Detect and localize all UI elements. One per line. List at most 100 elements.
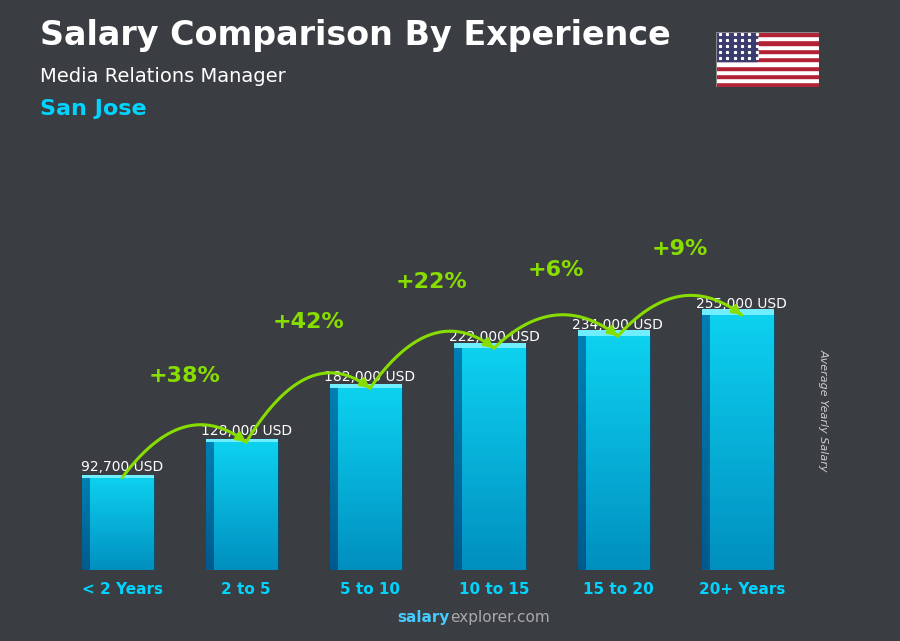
Bar — [214, 562, 278, 564]
Bar — [206, 483, 214, 485]
Bar — [90, 488, 155, 490]
Bar — [454, 489, 462, 493]
Bar — [338, 543, 402, 546]
Bar — [702, 340, 709, 345]
Bar — [709, 464, 774, 469]
Bar — [338, 562, 402, 565]
Bar — [578, 442, 586, 445]
Bar — [716, 32, 757, 62]
Bar — [454, 496, 462, 500]
Bar — [454, 374, 462, 378]
Bar — [586, 477, 650, 481]
Bar — [454, 433, 462, 437]
Bar — [454, 389, 462, 392]
Bar — [586, 543, 650, 547]
Bar — [338, 458, 402, 461]
Bar — [578, 465, 586, 469]
Bar — [702, 353, 709, 358]
Bar — [206, 558, 214, 560]
Bar — [709, 362, 774, 366]
Bar — [709, 383, 774, 387]
Text: Salary Comparison By Experience: Salary Comparison By Experience — [40, 19, 671, 52]
Bar — [90, 481, 155, 482]
Bar — [462, 470, 526, 474]
Bar — [82, 562, 90, 563]
Bar — [716, 37, 819, 40]
Bar — [578, 352, 586, 356]
Bar — [338, 565, 402, 567]
Bar — [702, 460, 709, 464]
Bar — [462, 448, 526, 452]
Bar — [90, 521, 155, 522]
Bar — [709, 456, 774, 460]
Bar — [578, 391, 586, 395]
Bar — [330, 510, 338, 513]
Bar — [586, 469, 650, 473]
Text: +22%: +22% — [396, 272, 468, 292]
Bar — [462, 526, 526, 529]
Bar — [716, 53, 819, 57]
Bar — [206, 545, 214, 547]
Bar — [702, 383, 709, 387]
Bar — [82, 540, 90, 541]
Bar — [702, 409, 709, 413]
Bar — [330, 401, 338, 403]
Bar — [462, 441, 526, 444]
Bar — [206, 447, 214, 449]
Bar — [214, 526, 278, 528]
Bar — [578, 535, 586, 539]
Bar — [454, 563, 462, 567]
Bar — [330, 446, 338, 449]
Bar — [206, 551, 214, 553]
Bar — [702, 400, 709, 404]
Bar — [702, 434, 709, 438]
Bar — [716, 74, 819, 78]
Bar — [338, 513, 402, 516]
Bar — [330, 504, 338, 506]
Bar — [206, 524, 214, 526]
Bar — [454, 448, 462, 452]
Bar — [586, 555, 650, 559]
Bar — [586, 500, 650, 504]
Bar — [578, 477, 586, 481]
Bar — [338, 403, 402, 406]
Bar — [338, 413, 402, 415]
Bar — [214, 463, 278, 466]
Bar — [90, 485, 155, 487]
Bar — [702, 515, 709, 519]
Bar — [338, 431, 402, 434]
Bar — [330, 562, 338, 565]
Bar — [454, 385, 462, 389]
Bar — [206, 449, 214, 451]
Bar — [454, 422, 462, 426]
Bar — [90, 518, 155, 519]
Bar — [214, 498, 278, 500]
Bar — [586, 539, 650, 543]
Bar — [214, 466, 278, 468]
Bar — [578, 539, 586, 543]
Bar — [716, 40, 819, 45]
Bar — [586, 528, 650, 531]
Bar — [330, 431, 338, 434]
Bar — [330, 546, 338, 549]
Bar — [82, 501, 90, 503]
Bar — [586, 348, 650, 352]
Bar — [454, 556, 462, 560]
Bar — [330, 534, 338, 537]
Bar — [462, 396, 526, 400]
Bar — [702, 553, 709, 558]
Bar — [702, 379, 709, 383]
Bar — [90, 493, 155, 495]
Bar — [462, 529, 526, 533]
Bar — [709, 460, 774, 464]
Bar — [702, 430, 709, 435]
Bar — [214, 508, 278, 511]
Bar — [462, 444, 526, 448]
Bar — [462, 533, 526, 537]
Bar — [90, 510, 155, 512]
Bar — [206, 495, 214, 498]
Bar — [330, 495, 338, 497]
Bar — [454, 481, 462, 485]
Bar — [702, 426, 709, 430]
Bar — [454, 493, 462, 496]
